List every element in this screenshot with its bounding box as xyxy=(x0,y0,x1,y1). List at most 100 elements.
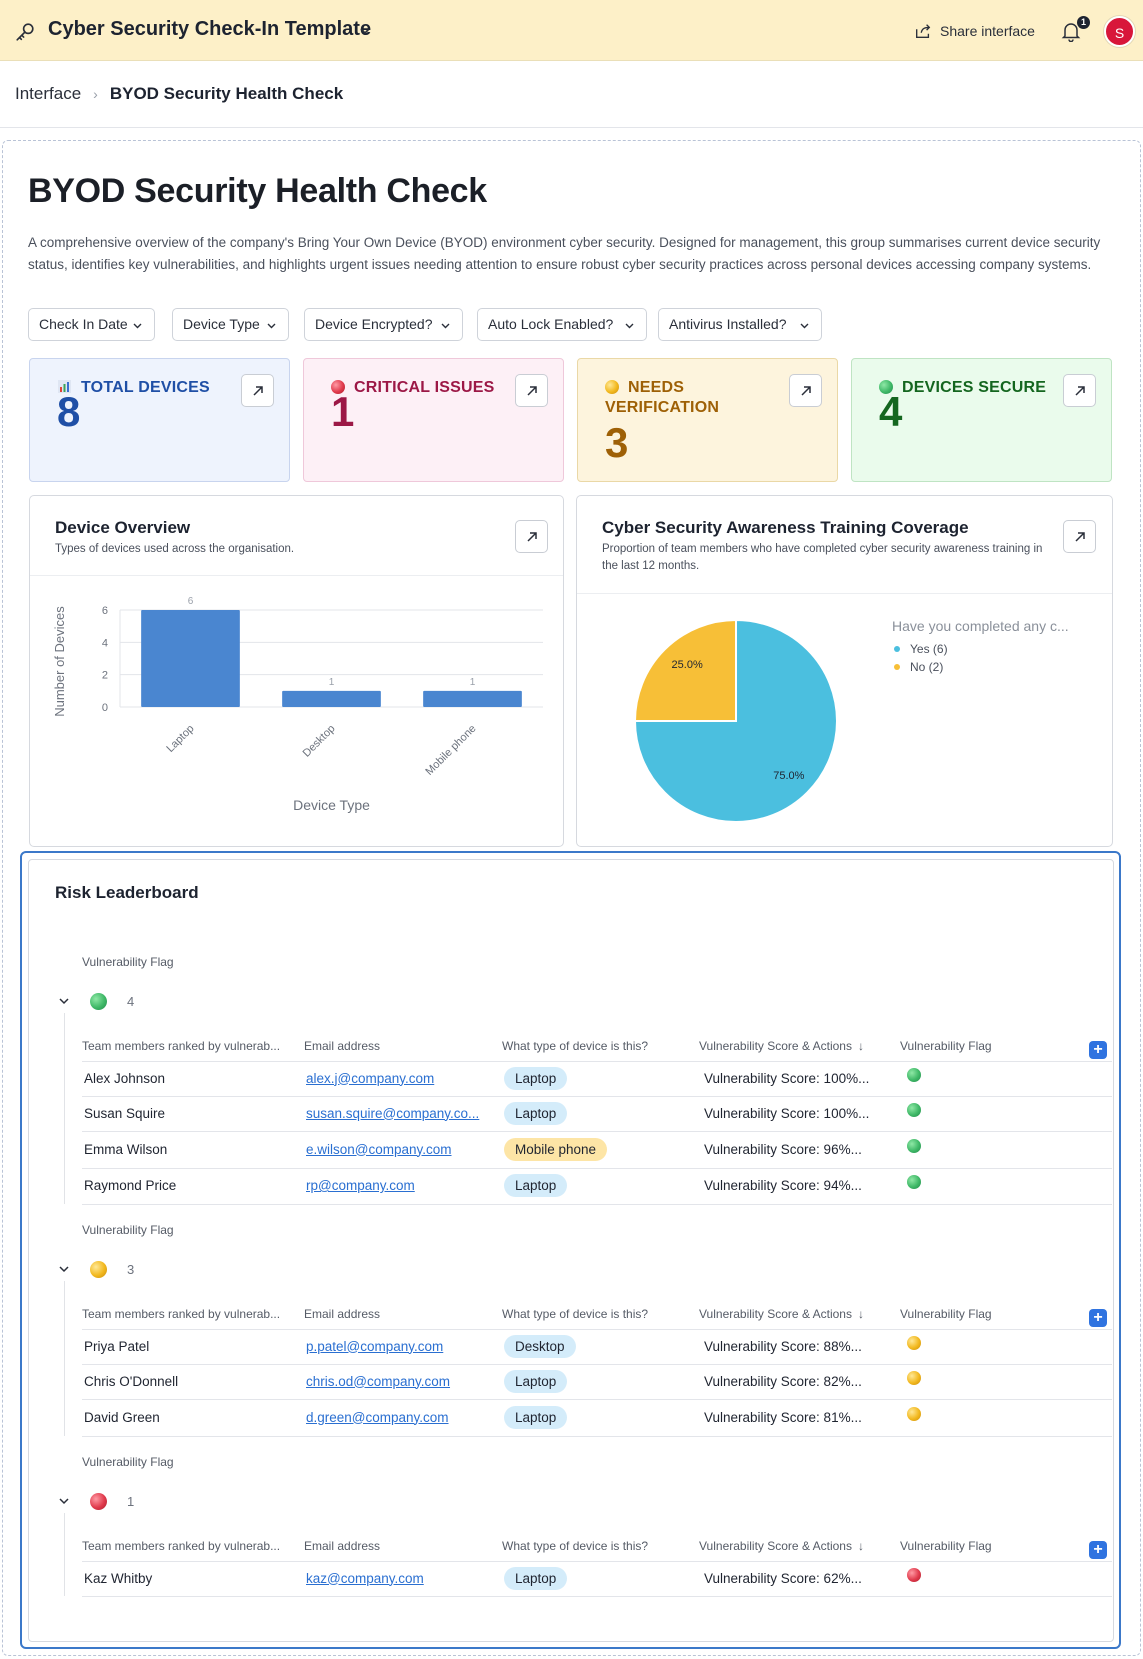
column-header[interactable]: Team members ranked by vulnerab... xyxy=(82,1539,281,1553)
app-title[interactable]: Cyber Security Check-In Template xyxy=(48,18,372,40)
red-circle-icon xyxy=(331,380,345,394)
sort-arrow-icon[interactable]: ↓ xyxy=(857,1307,864,1321)
filter-device-encrypted[interactable]: Device Encrypted? xyxy=(304,308,463,341)
column-header[interactable]: Email address xyxy=(304,1307,381,1321)
vulnerability-score[interactable]: Vulnerability Score: 94%... xyxy=(704,1178,862,1193)
y-tick-label: 0 xyxy=(102,702,108,714)
arrow-up-right-icon xyxy=(527,386,537,396)
x-tick-label: Laptop xyxy=(164,723,196,755)
group-flag-icon xyxy=(90,1493,107,1510)
sort-arrow-icon[interactable]: ↓ xyxy=(857,1039,864,1053)
chevron-down-icon xyxy=(800,323,809,329)
sort-arrow-icon[interactable]: ↓ xyxy=(857,1539,864,1553)
add-record-button[interactable]: + xyxy=(1089,1041,1107,1059)
expand-button[interactable] xyxy=(515,520,548,553)
row-divider xyxy=(82,1364,1112,1365)
panel-subtitle: Proportion of team members who have comp… xyxy=(602,543,1043,572)
kpi-critical-issues: CRITICAL ISSUES 1 xyxy=(303,358,564,482)
add-record-button[interactable]: + xyxy=(1089,1541,1107,1559)
vulnerability-score[interactable]: Vulnerability Score: 100%... xyxy=(704,1105,870,1121)
legend-title: Have you completed any c... xyxy=(892,618,1069,634)
column-header[interactable]: Vulnerability Flag xyxy=(900,1307,992,1321)
column-header[interactable]: Vulnerability Flag xyxy=(900,1039,992,1053)
device-overview-panel: Device Overview Types of devices used ac… xyxy=(29,495,564,847)
x-axis-label: Device Type xyxy=(293,797,370,813)
device-type-pill: Laptop xyxy=(504,1066,568,1090)
pie-slice xyxy=(633,618,737,722)
filter-auto-lock-enabled[interactable]: Auto Lock Enabled? xyxy=(477,308,647,341)
device-type-pill: Laptop xyxy=(504,1174,568,1197)
chevron-down-icon[interactable] xyxy=(358,24,372,38)
row-divider xyxy=(82,1561,1112,1562)
training-pie-chart: 75.0% 25.0% Have you completed any c... Yes… xyxy=(633,618,1069,823)
email-link[interactable]: chris.od@company.com xyxy=(306,1373,451,1389)
legend-marker xyxy=(894,646,900,652)
email-link[interactable]: e.wilson@company.com xyxy=(306,1141,452,1157)
row-divider xyxy=(82,1168,1112,1169)
page-title: BYOD Security Health Check xyxy=(28,172,487,210)
vulnerability-score[interactable]: Vulnerability Score: 82%... xyxy=(704,1373,862,1389)
legend-entry: No (2) xyxy=(910,660,943,674)
column-header[interactable]: Vulnerability Score & Actions ↓ xyxy=(699,1039,864,1053)
email-link[interactable]: rp@company.com xyxy=(306,1178,415,1193)
vulnerability-score[interactable]: Vulnerability Score: 96%... xyxy=(704,1141,862,1157)
yellow-circle-icon xyxy=(605,380,619,394)
share-icon xyxy=(916,24,931,38)
chevron-down-icon[interactable] xyxy=(58,995,70,1007)
column-header[interactable]: Team members ranked by vulnerab... xyxy=(82,1039,281,1053)
expand-button[interactable] xyxy=(241,374,274,407)
kpi-label: TOTAL DEVICES xyxy=(81,379,210,396)
expand-button[interactable] xyxy=(1063,520,1096,553)
expand-button[interactable] xyxy=(1063,374,1096,407)
group-field-label: Vulnerability Flag xyxy=(82,1223,174,1237)
email-link[interactable]: d.green@company.com xyxy=(306,1409,449,1425)
column-header[interactable]: Email address xyxy=(304,1039,381,1053)
filter-antivirus-installed[interactable]: Antivirus Installed? xyxy=(658,308,822,341)
chevron-down-icon[interactable] xyxy=(58,1263,70,1275)
chevron-down-icon[interactable] xyxy=(58,1495,70,1507)
kpi-header: CRITICAL ISSUES xyxy=(331,378,521,398)
legend-marker xyxy=(894,664,900,670)
filter-check-in-date[interactable]: Check In Date xyxy=(28,308,155,341)
panel-divider xyxy=(30,575,563,576)
vulnerability-score[interactable]: Vulnerability Score: 100%... xyxy=(704,1070,870,1086)
panel-divider xyxy=(577,593,1112,594)
breadcrumb-root[interactable]: Interface xyxy=(15,84,82,103)
expand-button[interactable] xyxy=(515,374,548,407)
column-header[interactable]: Vulnerability Flag xyxy=(900,1539,992,1553)
column-header[interactable]: Vulnerability Score & Actions ↓ xyxy=(699,1539,864,1553)
expand-button[interactable] xyxy=(789,374,822,407)
vulnerability-flag-icon xyxy=(907,1567,921,1582)
top-bar: Cyber Security Check-In Template Share i… xyxy=(0,0,1143,61)
column-header[interactable]: What type of device is this? xyxy=(502,1039,649,1053)
vulnerability-score[interactable]: Vulnerability Score: 81%... xyxy=(704,1409,862,1425)
avatar[interactable]: S xyxy=(1104,16,1135,47)
key-icon xyxy=(16,23,34,41)
row-divider xyxy=(82,1596,1112,1597)
share-interface-button[interactable]: Share interface xyxy=(914,20,1035,42)
email-link[interactable]: kaz@company.com xyxy=(306,1570,424,1586)
column-header[interactable]: What type of device is this? xyxy=(502,1307,649,1321)
kpi-needs-verification: NEEDS VERIFICATION 3 xyxy=(577,358,838,482)
vulnerability-flag-icon xyxy=(907,1067,921,1082)
bell-icon[interactable] xyxy=(1060,20,1082,42)
column-header[interactable]: What type of device is this? xyxy=(502,1539,649,1553)
column-header[interactable]: Email address xyxy=(304,1539,381,1553)
vulnerability-score[interactable]: Vulnerability Score: 62%... xyxy=(704,1570,862,1586)
bar xyxy=(423,690,522,707)
green-circle-icon xyxy=(879,380,893,394)
notification-badge: 1 xyxy=(1077,16,1090,29)
bar-data-label: 1 xyxy=(470,677,476,688)
column-header[interactable]: Vulnerability Score & Actions ↓ xyxy=(699,1307,864,1321)
arrow-up-right-icon xyxy=(801,386,811,396)
email-link[interactable]: alex.j@company.com xyxy=(306,1070,435,1086)
bar-data-label: 6 xyxy=(188,596,194,607)
email-link[interactable]: p.patel@company.com xyxy=(306,1338,444,1354)
vulnerability-score[interactable]: Vulnerability Score: 88%... xyxy=(704,1338,862,1354)
add-record-button[interactable]: + xyxy=(1089,1309,1107,1327)
filter-device-type[interactable]: Device Type xyxy=(172,308,289,341)
filter-label: Device Type xyxy=(183,316,260,332)
column-header[interactable]: Team members ranked by vulnerab... xyxy=(82,1307,281,1321)
email-link[interactable]: susan.squire@company.co... xyxy=(306,1105,480,1121)
page-description: A comprehensive overview of the company'… xyxy=(28,235,1101,272)
